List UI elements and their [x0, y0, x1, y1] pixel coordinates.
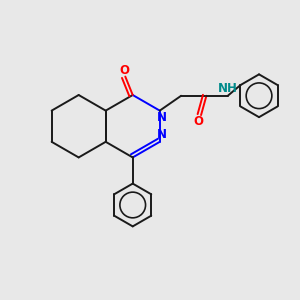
Text: N: N: [157, 128, 167, 141]
Text: N: N: [157, 111, 167, 124]
Text: NH: NH: [218, 82, 238, 94]
Text: O: O: [120, 64, 130, 76]
Text: O: O: [194, 115, 204, 128]
